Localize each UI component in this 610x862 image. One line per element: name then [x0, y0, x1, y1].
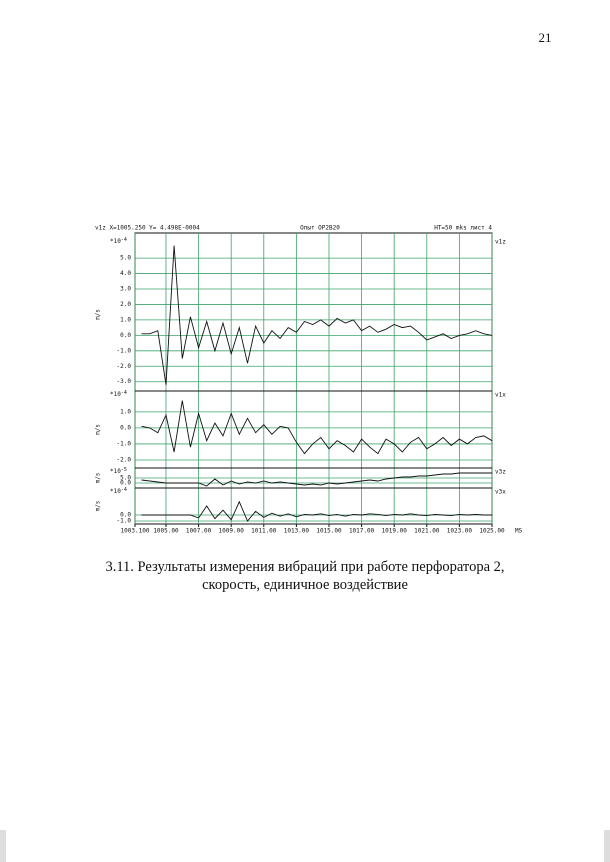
waveform — [141, 500, 492, 522]
scale-base: *10 — [110, 468, 121, 475]
scale-base: *10 — [110, 238, 121, 245]
scale-exponent: -5 — [121, 467, 127, 473]
x-tick-label: 1015.00 — [316, 528, 342, 535]
x-tick-label: 1005.00 — [153, 528, 179, 535]
x-unit: MS — [515, 528, 523, 535]
scan-edge — [0, 830, 6, 862]
scale-label: *10-4 — [110, 390, 127, 398]
scale-base: *10 — [110, 391, 121, 398]
x-tick-label: 1007.00 — [186, 528, 212, 535]
scale-exponent: -4 — [121, 237, 127, 243]
x-tick-label: 1017.00 — [349, 528, 375, 535]
waveform — [141, 245, 493, 385]
y-tick-label: -1.0 — [117, 440, 132, 447]
x-tick-label: 1019.00 — [382, 528, 408, 535]
scale-label: *10-4 — [110, 487, 127, 495]
header-left: v1z X=1005.250 Y= 4.498E-0004 — [95, 225, 200, 232]
header-center: Опыт OP2B20 — [300, 225, 340, 232]
channel-label: v3x — [495, 489, 506, 496]
waveform — [141, 400, 493, 455]
y-tick-label: 4.0 — [120, 270, 131, 277]
caption-line: скорость, единичное воздействие — [202, 577, 408, 593]
x-tick-label: 1025.00 — [479, 528, 505, 535]
page-number: 21 — [539, 30, 552, 45]
x-tick-label: 1011.00 — [251, 528, 277, 535]
x-tick-label: 1023.00 — [447, 528, 473, 535]
unit-label: m/s — [95, 472, 102, 483]
y-tick-label: 5.0 — [120, 475, 131, 482]
y-tick-label: 1.0 — [120, 408, 131, 415]
y-tick-label: 1.0 — [120, 316, 131, 323]
y-tick-label: -3.0 — [117, 378, 132, 385]
scale-label: *10-4 — [110, 237, 127, 245]
unit-label: m/s — [95, 424, 102, 435]
caption-line: 3.11. Результаты измерения вибраций при … — [105, 559, 504, 575]
scan-edge — [604, 830, 610, 862]
channel-label: v3z — [495, 469, 506, 476]
x-tick-label: 1013.00 — [284, 528, 310, 535]
scale-exponent: -4 — [121, 487, 127, 493]
channel-label: v1z — [495, 239, 506, 246]
y-tick-label: -1.0 — [117, 347, 132, 354]
y-tick-label: 0.0 — [120, 424, 131, 431]
y-tick-label: 2.0 — [120, 301, 131, 308]
y-tick-label: -1.0 — [117, 518, 132, 525]
unit-label: m/s — [95, 500, 102, 511]
x-tick-label: 1021.00 — [414, 528, 440, 535]
x-tick-label: 1003.100 — [121, 528, 150, 535]
scale-exponent: -4 — [121, 390, 127, 396]
header-right: HT=50 mks лист 4 — [434, 225, 492, 232]
waveform — [141, 472, 492, 487]
y-tick-label: -2.0 — [117, 456, 132, 463]
x-tick-label: 1009.00 — [219, 528, 245, 535]
unit-label: m/s — [95, 309, 102, 320]
y-tick-label: 0.0 — [120, 512, 131, 519]
scale-base: *10 — [110, 488, 121, 495]
y-tick-label: 3.0 — [120, 286, 131, 293]
channel-label: v1x — [495, 392, 506, 399]
y-tick-label: 5.0 — [120, 255, 131, 262]
scale-label: *10-5 — [110, 467, 127, 475]
y-tick-label: 0.0 — [120, 332, 131, 339]
y-tick-label: 0.0 — [120, 480, 131, 487]
y-tick-label: -2.0 — [117, 363, 132, 370]
